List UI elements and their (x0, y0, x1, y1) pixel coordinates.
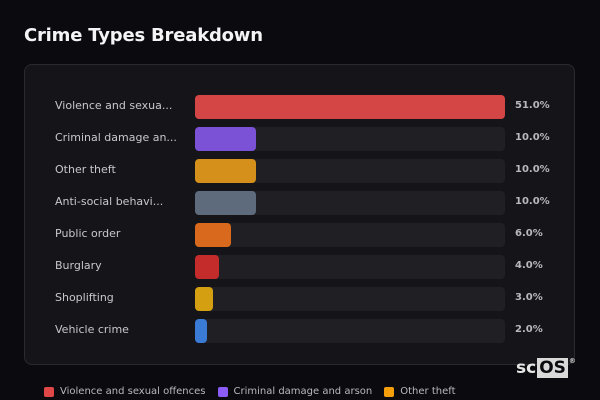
bar-label: Shoplifting (55, 291, 114, 304)
bar-row: Violence and sexua... 51.0% (25, 95, 574, 119)
bar-track (195, 255, 505, 279)
bar-row: Criminal damage an... 10.0% (25, 127, 574, 151)
chart-title: Crime Types Breakdown (24, 25, 263, 46)
bar-value: 2.0% (515, 324, 543, 335)
bar-track (195, 159, 505, 183)
legend-item[interactable]: Criminal damage and arson (217, 386, 373, 397)
legend-item[interactable]: Other theft (384, 386, 456, 397)
chart-panel: Violence and sexua... 51.0% Criminal damag… (24, 64, 575, 365)
bar-label: Anti-social behavi... (55, 195, 164, 208)
scos-logo: sc OS ® (516, 357, 576, 378)
bar-value: 4.0% (515, 260, 543, 271)
bar-fill[interactable] (195, 319, 208, 343)
bar-row: Public order 6.0% (25, 223, 574, 247)
bar-track (195, 287, 505, 311)
bar-value: 10.0% (515, 132, 550, 143)
bar-value: 51.0% (515, 100, 550, 111)
bar-fill[interactable] (195, 191, 256, 215)
bar-value: 10.0% (515, 196, 550, 207)
legend-label: Other theft (400, 386, 456, 397)
bar-label: Vehicle crime (55, 323, 129, 336)
bar-row: Shoplifting 3.0% (25, 287, 574, 311)
bar-label: Other theft (55, 163, 116, 176)
bar-value: 10.0% (515, 164, 550, 175)
bar-row: Other theft 10.0% (25, 159, 574, 183)
bar-fill[interactable] (195, 127, 256, 151)
bar-row: Burglary 4.0% (25, 255, 574, 279)
bar-value: 6.0% (515, 228, 543, 239)
registered-mark: ® (568, 357, 576, 365)
bar-fill[interactable] (195, 95, 505, 119)
logo-boxed: OS (537, 358, 568, 378)
bar-label: Criminal damage an... (55, 131, 177, 144)
bar-track (195, 95, 505, 119)
legend-label: Violence and sexual offences (60, 386, 206, 397)
bar-track (195, 319, 505, 343)
legend-swatch-icon (384, 386, 395, 397)
bar-track (195, 223, 505, 247)
bar-row: Anti-social behavi... 10.0% (25, 191, 574, 215)
bar-fill[interactable] (195, 287, 214, 311)
bar-row: Vehicle crime 2.0% (25, 319, 574, 343)
legend-swatch-icon (217, 386, 228, 397)
legend-label: Criminal damage and arson (233, 386, 373, 397)
bar-track (195, 191, 505, 215)
legend-item[interactable]: Violence and sexual offences (44, 386, 206, 397)
bar-track (195, 127, 505, 151)
bar-label: Burglary (55, 259, 102, 272)
logo-prefix: sc (516, 358, 537, 378)
bar-fill[interactable] (195, 223, 232, 247)
bar-label: Public order (55, 227, 121, 240)
legend-swatch-icon (44, 386, 54, 397)
bar-fill[interactable] (195, 159, 256, 183)
bar-value: 3.0% (515, 292, 543, 303)
bar-label: Violence and sexua... (55, 99, 173, 112)
bar-fill[interactable] (195, 255, 220, 279)
chart-legend: Violence and sexual offences Criminal dam… (44, 386, 456, 397)
